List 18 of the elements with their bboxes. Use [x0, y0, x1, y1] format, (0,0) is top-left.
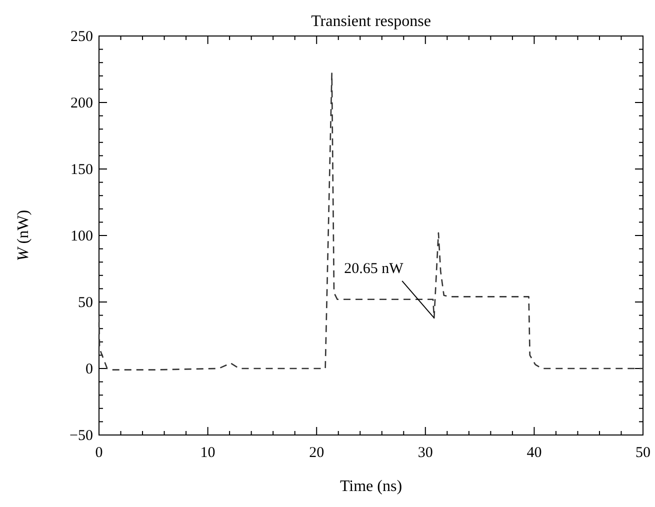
y-axis-title: W (nW) [15, 210, 32, 262]
y-tick-label: 150 [70, 162, 93, 178]
x-tick-label: 30 [418, 445, 433, 461]
x-tick-label: 50 [636, 445, 650, 461]
line-series [98, 72, 644, 370]
x-tick-label: 10 [200, 445, 216, 461]
x-axis-title: Time (ns) [340, 478, 402, 495]
x-tick-label: 20 [309, 445, 324, 461]
x-tick-label: 0 [95, 445, 103, 461]
y-tick-label: 200 [70, 96, 93, 112]
chart-title: Transient response [311, 13, 431, 30]
x-tick-label: 40 [526, 445, 542, 461]
y-tick-label: 250 [70, 29, 93, 45]
y-tick-label: −50 [70, 428, 93, 444]
annotation: 20.65 nW [344, 260, 404, 277]
y-tick-label: 0 [86, 362, 93, 378]
y-tick-label: 100 [70, 228, 93, 244]
y-tick-label: 50 [78, 295, 93, 311]
